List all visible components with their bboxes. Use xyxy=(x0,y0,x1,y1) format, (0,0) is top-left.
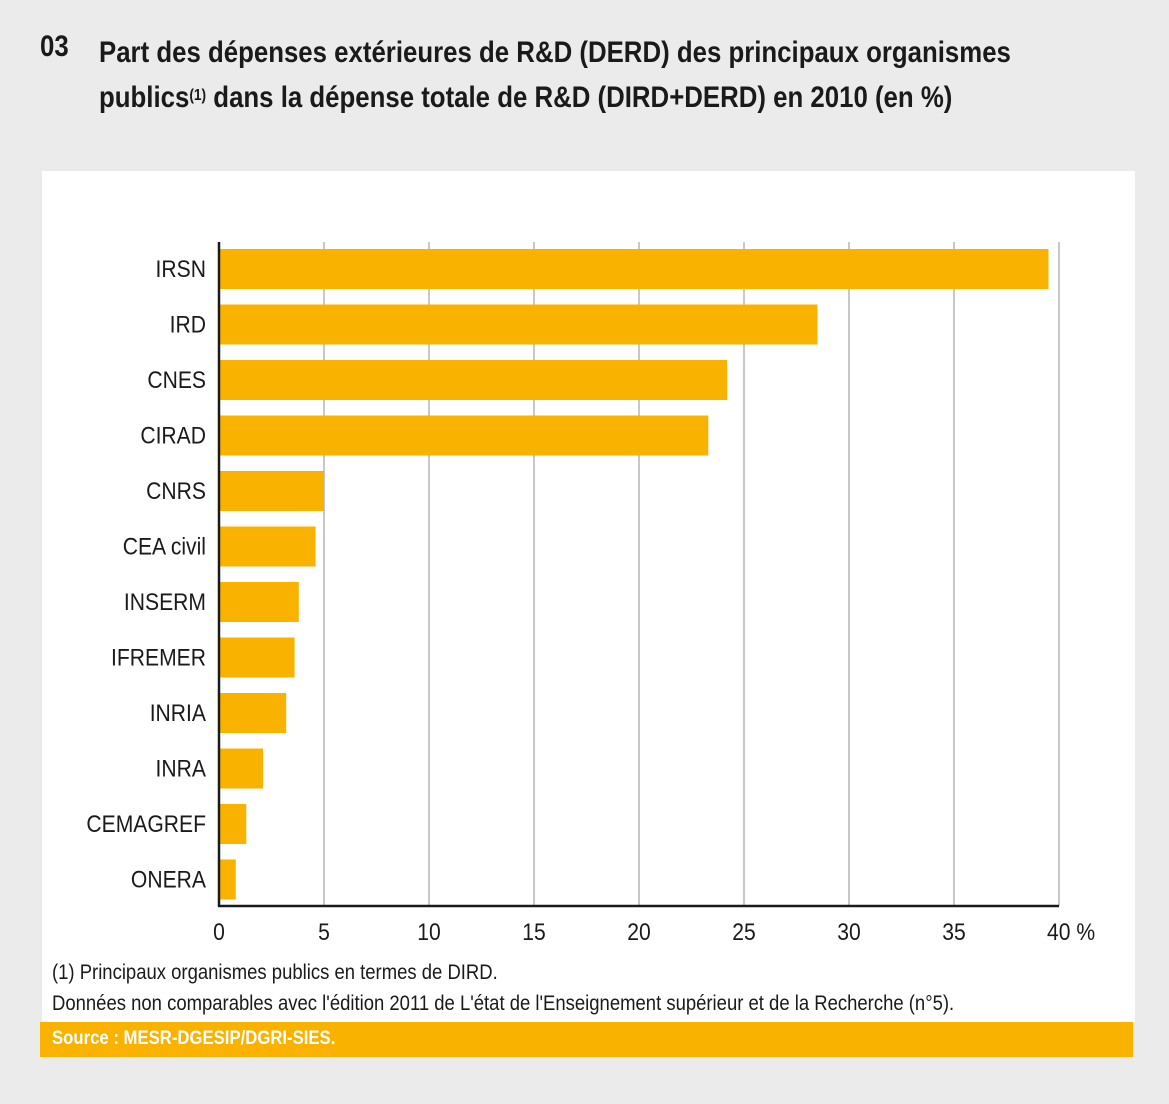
bar-cnes xyxy=(219,360,728,400)
title-footnote-ref: (1) xyxy=(189,87,207,104)
category-label: CNRS xyxy=(146,478,206,505)
category-label: CIRAD xyxy=(140,422,206,449)
category-label: IRD xyxy=(170,311,206,338)
category-label: CEA civil xyxy=(123,533,206,560)
bar-cnrs xyxy=(219,471,324,511)
chart-title: Part des dépenses extérieures de R&D (DE… xyxy=(99,30,1088,120)
comparability-note: Données non comparables avec l'édition 2… xyxy=(52,992,955,1015)
chart-panel: IRSN IRD CNES CIRAD CNRS CEA civil INSERM IFREM… xyxy=(42,171,1135,1022)
category-label: INRA xyxy=(156,755,207,782)
x-tick-label: 5 xyxy=(318,919,330,946)
bar-inserm xyxy=(219,582,299,622)
figure-number: 03 xyxy=(40,30,69,63)
bar-inra xyxy=(219,748,264,789)
bar-ifremer xyxy=(219,637,295,678)
category-label: CNES xyxy=(147,367,206,394)
title-part-2: dans la dépense totale de R&D (DIRD+DERD… xyxy=(206,81,953,114)
category-label: ONERA xyxy=(131,866,207,893)
x-tick-label: 20 xyxy=(627,919,650,946)
category-label: IRSN xyxy=(156,256,206,283)
gridlines xyxy=(323,242,1060,906)
bar-inria xyxy=(219,693,287,733)
x-tick-label: 35 xyxy=(942,919,965,946)
bars xyxy=(219,249,1049,900)
bar-ird xyxy=(219,304,818,345)
bar-cemagref xyxy=(219,804,247,844)
bar-irsn xyxy=(219,249,1049,289)
source-text: Source : MESR-DGESIP/DGRI-SIES. xyxy=(52,1028,336,1049)
footnote: (1) Principaux organismes publics en ter… xyxy=(52,961,498,984)
x-tick-label: 40 % xyxy=(1047,919,1095,946)
category-labels: IRSN IRD CNES CIRAD CNRS CEA civil INSERM IFREM… xyxy=(86,256,206,893)
bar-cirad xyxy=(219,415,709,456)
x-tick-label: 15 xyxy=(522,919,545,946)
title-part-1: Part des dépenses extérieures de R&D (DE… xyxy=(99,36,1011,114)
bar-cea-civil xyxy=(219,526,316,567)
bar-onera xyxy=(219,859,236,900)
x-tick-label: 0 xyxy=(213,919,225,946)
category-label: CEMAGREF xyxy=(86,811,206,838)
category-label: INSERM xyxy=(124,589,206,616)
x-tick-label: 10 xyxy=(417,919,440,946)
category-label: IFREMER xyxy=(111,644,206,671)
source-bar: Source : MESR-DGESIP/DGRI-SIES. xyxy=(40,1022,1133,1057)
category-label: INRIA xyxy=(150,700,207,727)
x-tick-label: 25 xyxy=(732,919,755,946)
x-tick-label: 30 xyxy=(837,919,860,946)
bar-chart: IRSN IRD CNES CIRAD CNRS CEA civil INSERM IFREM… xyxy=(86,242,1095,946)
x-tick-labels: 0 5 10 15 20 25 30 35 40 % xyxy=(213,919,1095,946)
